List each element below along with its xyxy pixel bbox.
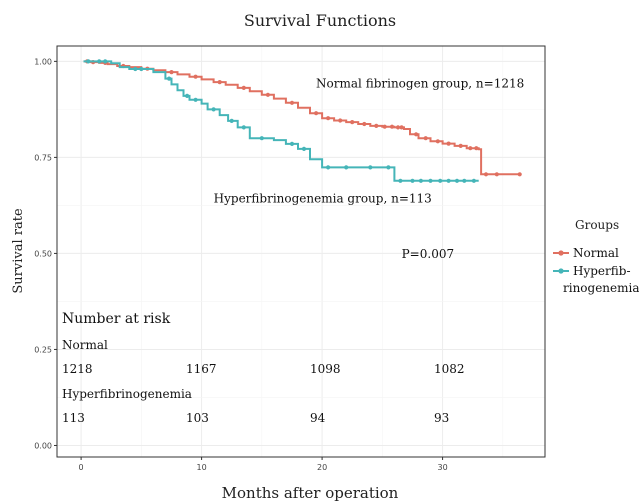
censor-point-normal: [395, 125, 401, 130]
censor-point-hyperfibrinogenemia: [462, 178, 467, 183]
censor-point-normal: [399, 125, 404, 130]
censor-point-normal: [382, 124, 387, 129]
censor-point-normal: [326, 116, 331, 121]
annotations: Normal fibrinogen group, n=1218 Hyperfibr…: [214, 76, 525, 261]
censor-point-hyperfibrinogenemia: [259, 136, 264, 141]
censor-point-hyperfibrinogenemia: [438, 178, 443, 183]
censor-point-normal: [517, 172, 522, 177]
censor-point-hyperfibrinogenemia: [471, 178, 476, 183]
risk-table: Number at risk Normal 1218 1167 1098 1082 Hype…: [62, 311, 465, 425]
risk-group-name: Normal: [62, 338, 108, 352]
legend-title: Groups: [575, 218, 619, 232]
censor-point-normal: [265, 92, 270, 97]
censor-point-normal: [193, 74, 198, 79]
y-tick-label: 1.00: [34, 57, 52, 66]
risk-count: 1082: [434, 362, 465, 376]
censor-point-hyperfibrinogenemia: [368, 165, 373, 170]
censor-point-normal: [435, 139, 440, 144]
x-tick-label: 30: [437, 463, 447, 472]
censor-point-hyperfibrinogenemia: [344, 165, 349, 170]
censor-point-normal: [423, 136, 428, 141]
series-group: [83, 59, 522, 183]
censor-point-hyperfibrinogenemia: [211, 107, 216, 112]
risk-group-name: Hyperfibrinogenemia: [62, 387, 192, 401]
series-line-hyperfibrinogenemia: [83, 60, 479, 182]
censor-point-normal: [414, 132, 419, 137]
censor-point-hyperfibrinogenemia: [97, 59, 102, 64]
risk-count: 113: [62, 411, 85, 425]
censor-point-hyperfibrinogenemia: [326, 165, 331, 170]
censor-point-hyperfibrinogenemia: [229, 118, 234, 123]
censor-point-hyperfibrinogenemia: [454, 178, 460, 183]
censor-point-hyperfibrinogenemia: [418, 178, 423, 183]
y-tick-label: 0.00: [34, 441, 52, 450]
legend-label: Hyperfib-: [573, 264, 631, 278]
y-tick-label: 0.50: [34, 249, 52, 258]
censor-point-normal: [350, 120, 355, 125]
censor-point-normal: [314, 111, 319, 116]
legend-label: rinogenemia: [563, 281, 639, 295]
censor-point-hyperfibrinogenemia: [241, 125, 246, 130]
censor-point-normal: [338, 118, 343, 123]
grid: [57, 46, 545, 457]
y-axis-label: Survival rate: [11, 208, 26, 294]
legend-key-point-normal: [558, 250, 564, 256]
risk-table-title: Number at risk: [62, 311, 171, 327]
x-axis-label: Months after operation: [222, 484, 399, 502]
censor-point-hyperfibrinogenemia: [301, 146, 307, 151]
censor-point-hyperfibrinogenemia: [428, 178, 433, 183]
censor-point-normal: [468, 146, 473, 151]
x-tick-label: 0: [79, 463, 84, 472]
censor-point-hyperfibrinogenemia: [193, 97, 198, 102]
censor-point-hyperfibrinogenemia: [446, 178, 451, 183]
x-tick-label: 20: [317, 463, 327, 472]
censor-point-hyperfibrinogenemia: [167, 76, 172, 81]
censor-point-hyperfibrinogenemia: [410, 178, 415, 183]
censor-point-normal: [289, 100, 295, 105]
censor-point-normal: [474, 146, 479, 151]
censor-point-normal: [483, 172, 489, 177]
censor-point-hyperfibrinogenemia: [103, 59, 108, 64]
censor-point-normal: [446, 141, 451, 146]
censor-point-normal: [374, 123, 379, 128]
y-tick-label: 0.25: [34, 345, 52, 354]
censor-point-normal: [241, 85, 246, 90]
censor-point-hyperfibrinogenemia: [133, 66, 138, 72]
censor-point-hyperfibrinogenemia: [386, 165, 391, 170]
x-tick-label: 10: [196, 463, 206, 472]
censor-point-hyperfibrinogenemia: [398, 178, 403, 183]
y-tick-label: 0.75: [34, 153, 52, 162]
censor-point-normal: [494, 172, 499, 177]
censor-point-hyperfibrinogenemia: [139, 66, 144, 72]
axes: 0 10 20 30 0.00 0.25 0.50 0.75 1.00: [34, 57, 447, 472]
censor-point-normal: [217, 80, 222, 85]
risk-count: 93: [434, 411, 449, 425]
legend-label: Normal: [573, 246, 619, 260]
risk-count: 1098: [310, 362, 341, 376]
censor-point-hyperfibrinogenemia: [86, 59, 91, 64]
risk-count: 103: [186, 411, 209, 425]
risk-count: 1218: [62, 362, 93, 376]
censor-point-hyperfibrinogenemia: [185, 93, 190, 98]
annotation-text: Normal fibrinogen group, n=1218: [316, 76, 524, 90]
chart-title: Survival Functions: [244, 11, 396, 30]
risk-count: 94: [310, 411, 326, 425]
censor-point-normal: [389, 124, 395, 129]
censor-point-hyperfibrinogenemia: [289, 141, 295, 146]
plot-panel-border: [56, 45, 546, 458]
censor-point-normal: [458, 143, 463, 148]
risk-count: 1167: [186, 362, 217, 376]
censor-point-normal: [362, 121, 367, 127]
annotation-text: Hyperfibrinogenemia group, n=113: [214, 191, 432, 205]
censor-point-normal: [169, 70, 174, 75]
legend-key-point-hyperfibrinogenemia: [558, 268, 564, 274]
annotation-text: P=0.007: [402, 247, 454, 261]
legend: Groups Normal Hyperfib-rinogenemia: [553, 218, 639, 295]
